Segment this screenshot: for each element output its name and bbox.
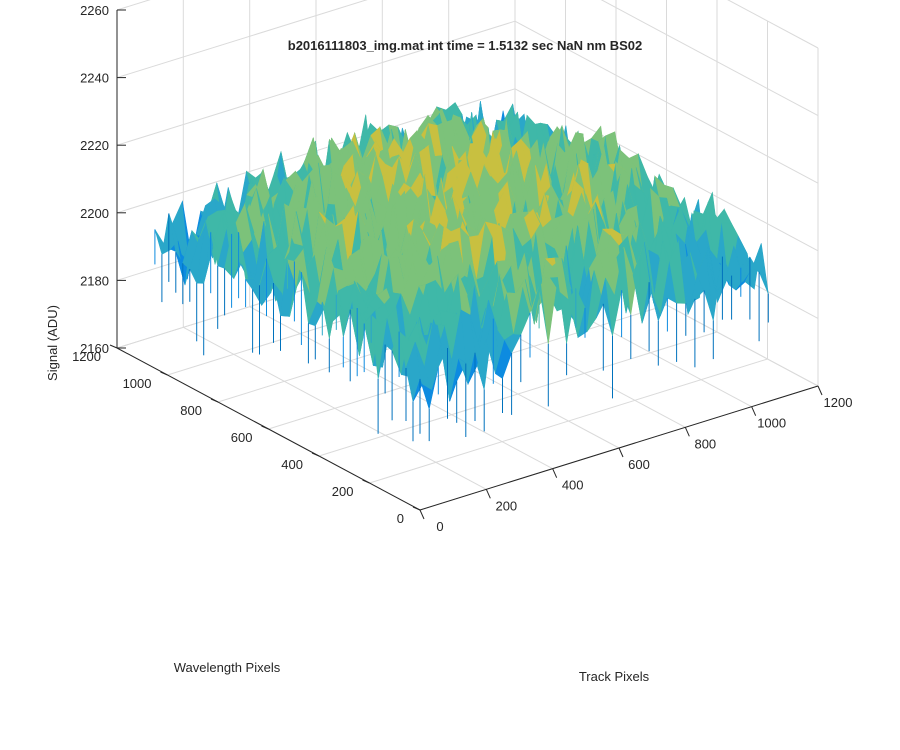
side-wall-gridline-z [727,0,819,49]
side-wall-gridline-z [600,0,819,117]
side-wall-gridline-z [514,88,819,252]
x-tick [552,468,558,478]
surface [154,101,769,442]
y-tick [109,344,118,349]
z-axis-label: Signal (ADU) [45,305,60,381]
y-tick-label: 800 [180,403,202,418]
y-tick-label: 0 [397,511,404,526]
z-tick-label: 2220 [80,138,109,153]
y-tick [311,452,320,457]
axes: 0 200 400 600 800 1000 1200 0 200 400 600 800 1000 12… [72,3,852,534]
y-tick [160,371,168,376]
y-tick-label: 600 [231,430,253,445]
side-wall-gridline-z [514,20,819,184]
back-wall-gridline-z [116,0,368,79]
y-tick [210,398,219,403]
x-tick [618,447,624,458]
floor-gridline-y [318,331,718,457]
z-tick-label: 2260 [80,3,109,18]
y-tick [362,479,370,484]
back-wall-gridline-z [116,20,516,146]
z-tick-label: 2160 [80,341,109,356]
x-tick-label: 400 [562,478,584,493]
y-tick-label: 400 [281,457,303,472]
x-tick-label: 1000 [757,416,786,431]
z-tick-label: 2240 [80,71,109,86]
x-axis-label: Track Pixels [579,669,650,684]
x-tick-label: 600 [628,457,650,472]
surface-patch [751,243,769,294]
y-tick-label: 1200 [72,349,101,364]
x-tick [751,406,757,416]
x-tick [817,385,823,396]
chart-title: b2016111803_img.mat int time = 1.5132 se… [288,38,642,53]
y-tick-label: 1000 [123,376,152,391]
floor-gridline-y [369,358,768,484]
y-tick [412,506,421,511]
y-axis-label: Wavelength Pixels [174,660,281,675]
x-tick-label: 800 [694,436,716,451]
x-tick [684,427,690,437]
y-tick [261,425,269,430]
y-tick-label: 200 [332,484,354,499]
x-tick-label: 200 [495,498,517,513]
z-tick-label: 2200 [80,206,109,221]
x-tick [419,509,425,520]
x-tick-label: 1200 [824,395,853,410]
z-tick-label: 2180 [80,273,109,288]
x-tick-label: 0 [436,519,443,534]
x-tick [485,489,491,499]
